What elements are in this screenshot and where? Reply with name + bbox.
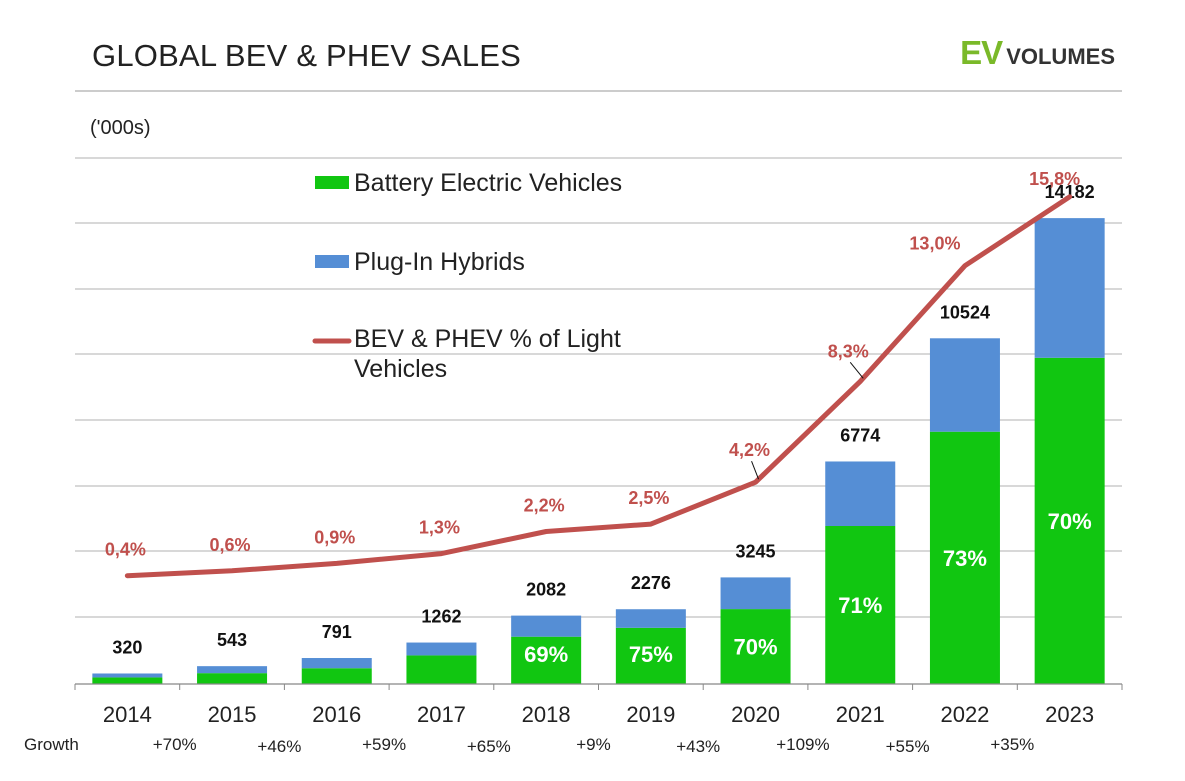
- legend-swatch-phev: [315, 255, 349, 268]
- bev-share-labels: 69% 75% 70% 71% 73% 70%: [524, 509, 1092, 667]
- x-tick-label-2021: 2021: [836, 702, 885, 727]
- x-tick-label-2019: 2019: [626, 702, 675, 727]
- share-line-label-2020: 4,2%: [729, 440, 770, 460]
- bev-share-label-2019: 75%: [629, 642, 673, 667]
- x-tick-label-2015: 2015: [208, 702, 257, 727]
- x-tick-label-2017: 2017: [417, 702, 466, 727]
- bar-phev-2018: [511, 615, 582, 637]
- growth-label-2023: +35%: [990, 735, 1034, 754]
- growth-label-2015: +70%: [153, 735, 197, 754]
- bar-phev-2014: [92, 673, 163, 678]
- bar-bev-2018: [511, 636, 582, 684]
- share-line-label-2023: 15,8%: [1029, 169, 1080, 189]
- share-line-label-2019: 2,5%: [628, 488, 669, 508]
- total-label-2014: 320: [112, 637, 142, 657]
- bar-bev-2015: [197, 673, 268, 684]
- x-tick-label-2018: 2018: [522, 702, 571, 727]
- x-tick-label-2014: 2014: [103, 702, 152, 727]
- total-label-2022: 10524: [940, 302, 990, 322]
- growth-label-2016: +46%: [257, 737, 301, 756]
- brand-logo-ev: EV: [960, 34, 1003, 71]
- total-label-2019: 2276: [631, 573, 671, 593]
- x-tick-label-2023: 2023: [1045, 702, 1094, 727]
- legend-swatch-bev: [315, 176, 349, 189]
- bar-phev-2017: [406, 642, 477, 656]
- bev-share-label-2021: 71%: [838, 593, 882, 618]
- bar-phev-2021: [825, 461, 896, 526]
- legend-label-line-part1: BEV & PHEV % of Light: [354, 325, 621, 353]
- growth-row: Growth +70% +46% +59% +65% +9% +43% +109% +55% +3…: [24, 735, 1034, 756]
- share-line-label-2018: 2,2%: [524, 495, 565, 515]
- unit-label: ('000s): [90, 117, 151, 139]
- bar-bev-2014: [92, 677, 163, 684]
- bev-share-label-2022: 73%: [943, 546, 987, 571]
- share-line-label-leader: [751, 461, 760, 480]
- bev-share-label-2020: 70%: [734, 635, 778, 660]
- total-label-2021: 6774: [840, 425, 880, 445]
- total-label-2023: 14182: [1045, 182, 1095, 202]
- growth-label-2018: +65%: [467, 737, 511, 756]
- bar-phev-2019: [615, 609, 686, 628]
- x-axis: 2014 2015 2016 2017 2018 2019 2020 2021 2022 2023: [74, 683, 1123, 727]
- bar-bev-2017: [406, 655, 477, 684]
- share-line-label-2016: 0,9%: [314, 527, 355, 547]
- x-tick-label-2022: 2022: [940, 702, 989, 727]
- growth-label-2020: +43%: [676, 737, 720, 756]
- growth-row-label: Growth: [24, 735, 79, 754]
- legend-label-bev: Battery Electric Vehicles: [354, 169, 622, 197]
- bar-phev-2023: [1034, 218, 1105, 358]
- legend-label-line-part2: Vehicles: [354, 355, 447, 383]
- total-label-2015: 543: [217, 630, 247, 650]
- growth-label-2021: +109%: [776, 735, 829, 754]
- bev-share-label-2018: 69%: [524, 642, 568, 667]
- share-line-labels: 0,4% 0,6% 0,9% 1,3% 2,2% 2,5% 4,2% 8,3% 13,0% 15,…: [105, 169, 1080, 560]
- bar-bev-2021: [825, 525, 896, 684]
- share-line-label-2021: 8,3%: [828, 341, 869, 361]
- share-line-label-leader: [849, 362, 864, 379]
- bar-bev-2019: [615, 627, 686, 684]
- share-line-label-2014: 0,4%: [105, 540, 146, 560]
- page-title: GLOBAL BEV & PHEV SALES: [92, 38, 522, 73]
- bev-share-label-2023: 70%: [1048, 509, 1092, 534]
- brand-logo-volumes: VOLUMES: [1006, 44, 1115, 69]
- share-line-label-2015: 0,6%: [210, 535, 251, 555]
- bar-bev-2020: [720, 609, 791, 684]
- growth-label-2017: +59%: [362, 735, 406, 754]
- share-line-label-2017: 1,3%: [419, 518, 460, 538]
- total-labels: 320 543 791 1262 2082 2276 3245 6774 10524 14182: [112, 182, 1094, 657]
- growth-label-2022: +55%: [886, 737, 930, 756]
- bars: [92, 218, 1105, 684]
- share-line: [124, 194, 1073, 579]
- bar-phev-2020: [720, 577, 791, 610]
- legend-label-line: BEV & PHEV % of Light Vehicles: [354, 325, 628, 383]
- bar-bev-2016: [301, 668, 372, 684]
- growth-label-2019: +9%: [576, 735, 611, 754]
- share-line-label-2022: 13,0%: [909, 234, 960, 254]
- total-label-2016: 791: [322, 622, 352, 642]
- share-line-path: [124, 194, 1073, 579]
- x-tick-label-2016: 2016: [312, 702, 361, 727]
- x-tick-label-2020: 2020: [731, 702, 780, 727]
- bar-bev-2022: [929, 431, 1000, 684]
- legend: Battery Electric Vehicles Plug-In Hybrid…: [312, 169, 628, 383]
- total-label-2017: 1262: [421, 607, 461, 627]
- legend-label-phev: Plug-In Hybrids: [354, 248, 525, 276]
- brand-logo: EV VOLUMES: [960, 34, 1115, 72]
- total-label-2020: 3245: [736, 541, 776, 561]
- bar-bev-2023: [1034, 357, 1105, 684]
- bar-phev-2022: [929, 338, 1000, 432]
- bar-phev-2015: [197, 666, 268, 674]
- bar-phev-2016: [301, 658, 372, 669]
- total-label-2018: 2082: [526, 580, 566, 600]
